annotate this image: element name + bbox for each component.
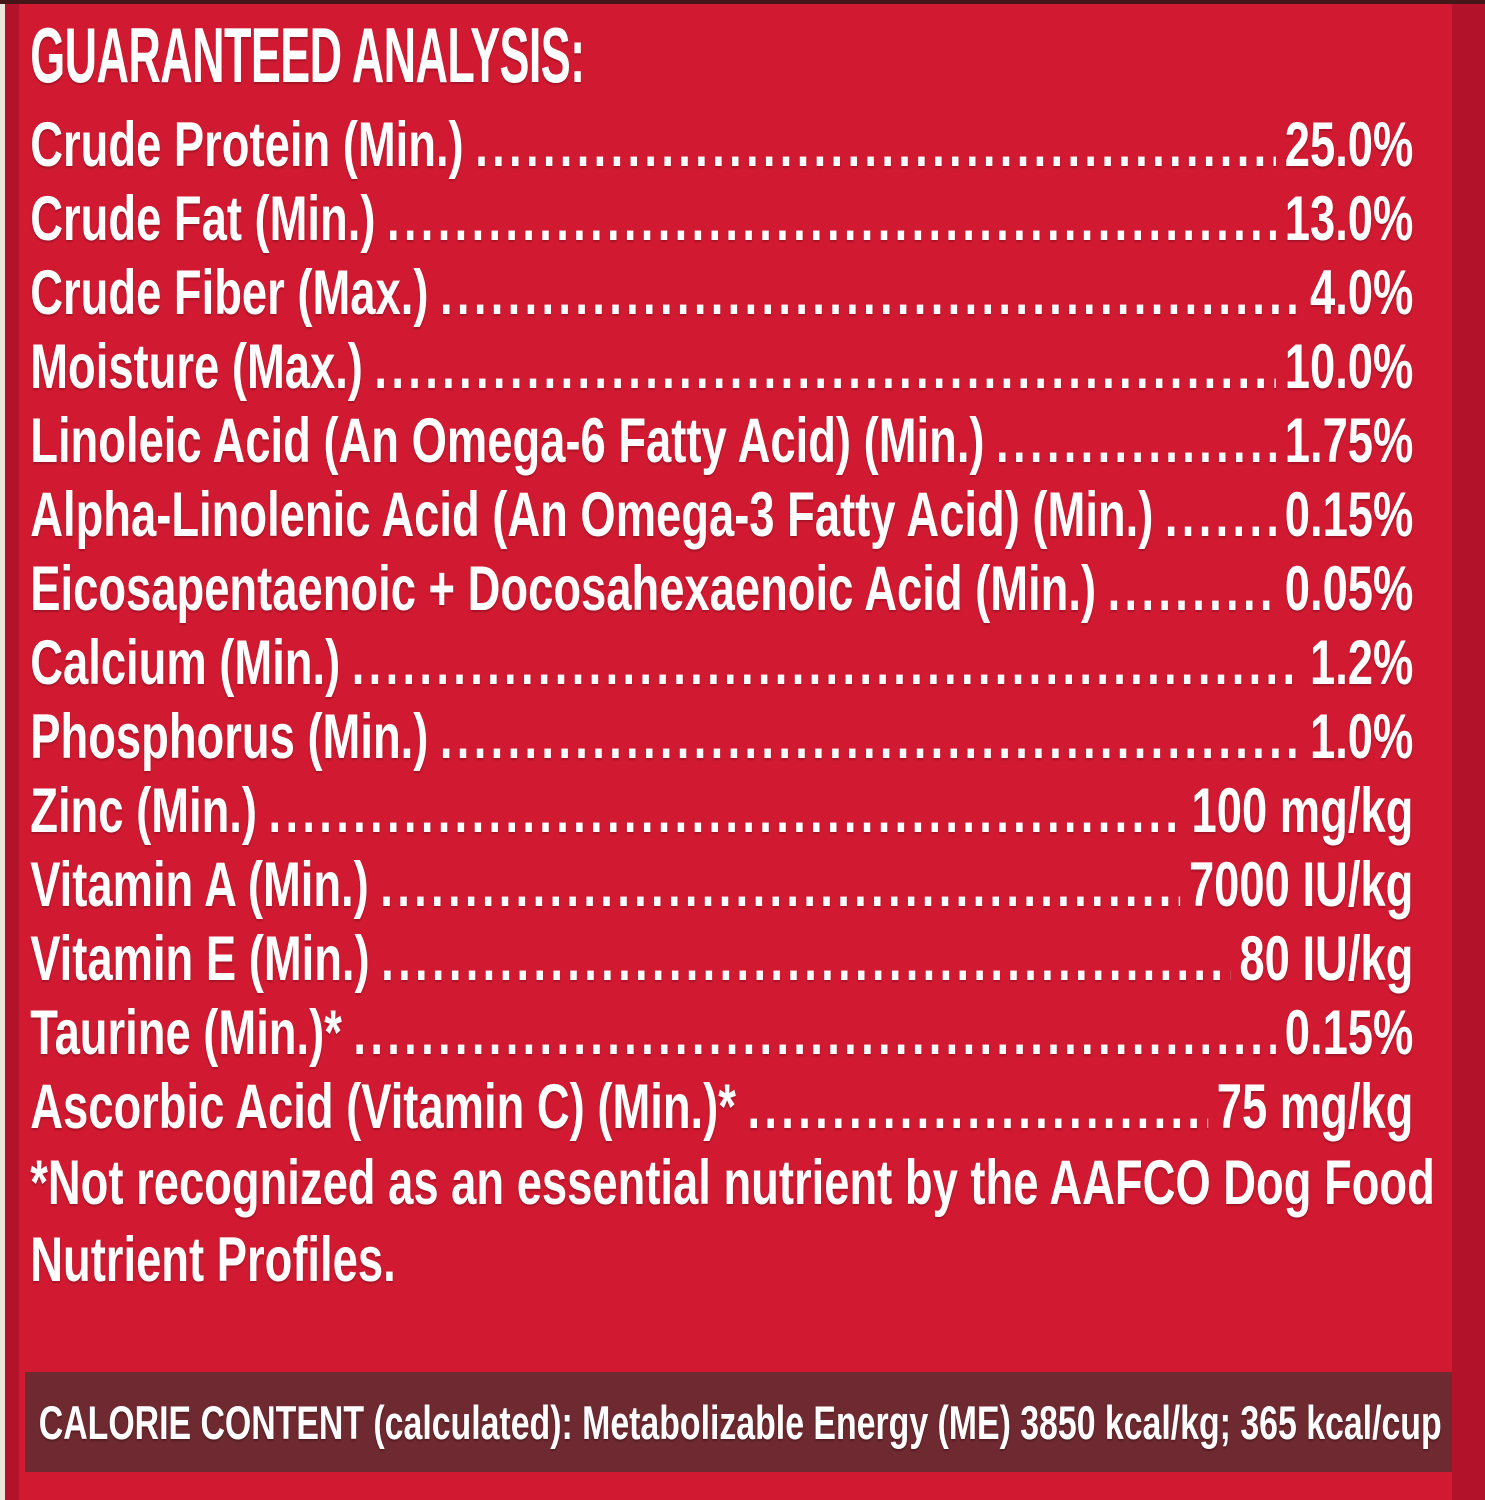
nutrient-row: Vitamin A (Min.) .......................… (30, 848, 1413, 922)
nutrient-row: Vitamin E (Min.) .......................… (30, 922, 1413, 996)
nutrient-value: 100 mg/kg (1191, 776, 1414, 846)
nutrient-label: Linoleic Acid (An Omega-6 Fatty Acid) (M… (30, 406, 985, 476)
nutrient-row: Crude Protein (Min.) ...................… (30, 108, 1413, 182)
footnote-line-1: *Not recognized as an essential nutrient… (30, 1148, 1435, 1218)
dotted-leader: ........................................… (439, 258, 1301, 328)
nutrient-row: Ascorbic Acid (Vitamin C) (Min.)* ......… (30, 1070, 1413, 1144)
nutrient-label: Crude Protein (Min.) (30, 110, 464, 180)
nutrient-label: Taurine (Min.)* (30, 998, 342, 1068)
nutrient-value: 25.0% (1284, 110, 1414, 180)
nutrient-label: Vitamin A (Min.) (30, 850, 369, 920)
dotted-leader: ........................................… (381, 924, 1231, 994)
nutrient-label: Crude Fat (Min.) (30, 184, 376, 254)
nutrient-label: Phosphorus (Min.) (30, 702, 429, 772)
dotted-leader: ........................................… (374, 332, 1276, 402)
nutrient-value: 1.0% (1309, 702, 1414, 772)
dotted-leader: ........................................… (747, 1072, 1208, 1142)
dotted-leader: ........................................… (353, 998, 1277, 1068)
nutrient-label: Vitamin E (Min.) (30, 924, 370, 994)
nutrient-label: Zinc (Min.) (30, 776, 258, 846)
nutrient-row: Zinc (Min.) ............................… (30, 774, 1413, 848)
dotted-leader: ........................................… (1107, 554, 1277, 624)
package-edge-top (0, 0, 1485, 4)
nutrient-row: Crude Fat (Min.) .......................… (30, 182, 1413, 256)
nutrient-row: Linoleic Acid (An Omega-6 Fatty Acid) (M… (30, 404, 1413, 478)
package-edge-right-shadow (1452, 0, 1485, 1500)
nutrient-value: 0.15% (1284, 998, 1414, 1068)
dotted-leader: ........................................… (996, 406, 1276, 476)
nutrient-value: 1.75% (1284, 406, 1414, 476)
dotted-leader: ........................................… (475, 110, 1276, 180)
nutrient-row: Taurine (Min.)* ........................… (30, 996, 1413, 1070)
nutrient-row: Crude Fiber (Max.) .....................… (30, 256, 1413, 330)
nutrient-label: Ascorbic Acid (Vitamin C) (Min.)* (30, 1072, 736, 1142)
analysis-panel: GUARANTEED ANALYSIS: Crude Protein (Min.… (30, 11, 1435, 1295)
nutrient-row: Phosphorus (Min.) ......................… (30, 700, 1413, 774)
nutrient-row: Eicosapentaenoic + Docosahexaenoic Acid … (30, 552, 1413, 626)
analysis-title: GUARANTEED ANALYSIS: (30, 11, 585, 99)
dotted-leader: ........................................… (351, 628, 1302, 698)
nutrient-label: Alpha-Linolenic Acid (An Omega-3 Fatty A… (30, 480, 1154, 550)
nutrient-label: Eicosapentaenoic + Docosahexaenoic Acid … (30, 554, 1097, 624)
nutrient-row: Alpha-Linolenic Acid (An Omega-3 Fatty A… (30, 478, 1413, 552)
package-edge-left-highlight (0, 0, 5, 1500)
nutrient-value: 75 mg/kg (1216, 1072, 1414, 1142)
nutrient-label: Calcium (Min.) (30, 628, 341, 698)
nutrient-value: 0.05% (1284, 554, 1414, 624)
calorie-content-bar: CALORIE CONTENT (calculated): Metaboliza… (25, 1372, 1455, 1472)
nutrient-value: 1.2% (1309, 628, 1414, 698)
dotted-leader: ........................................… (386, 184, 1276, 254)
nutrient-value: 13.0% (1284, 184, 1414, 254)
dotted-leader: ........................................… (1164, 480, 1276, 550)
nutrient-table: Crude Protein (Min.) ...................… (30, 108, 1413, 1144)
dotted-leader: ........................................… (268, 776, 1183, 846)
nutrient-row: Moisture (Max.) ........................… (30, 330, 1413, 404)
nutrient-value: 4.0% (1309, 258, 1414, 328)
calorie-content-text: CALORIE CONTENT (calculated): Metaboliza… (38, 1395, 1442, 1449)
nutrient-label: Moisture (Max.) (30, 332, 363, 402)
nutrient-row: Calcium (Min.) .........................… (30, 626, 1413, 700)
nutrient-value: 7000 IU/kg (1188, 850, 1414, 920)
nutrient-value: 10.0% (1284, 332, 1414, 402)
dotted-leader: ........................................… (380, 850, 1180, 920)
dotted-leader: ........................................… (439, 702, 1302, 772)
package-edge-left-shadow (5, 0, 19, 1500)
nutrient-label: Crude Fiber (Max.) (30, 258, 429, 328)
nutrient-value: 80 IU/kg (1239, 924, 1414, 994)
nutrient-value: 0.15% (1284, 480, 1414, 550)
footnote-line-2: Nutrient Profiles. (30, 1225, 396, 1295)
